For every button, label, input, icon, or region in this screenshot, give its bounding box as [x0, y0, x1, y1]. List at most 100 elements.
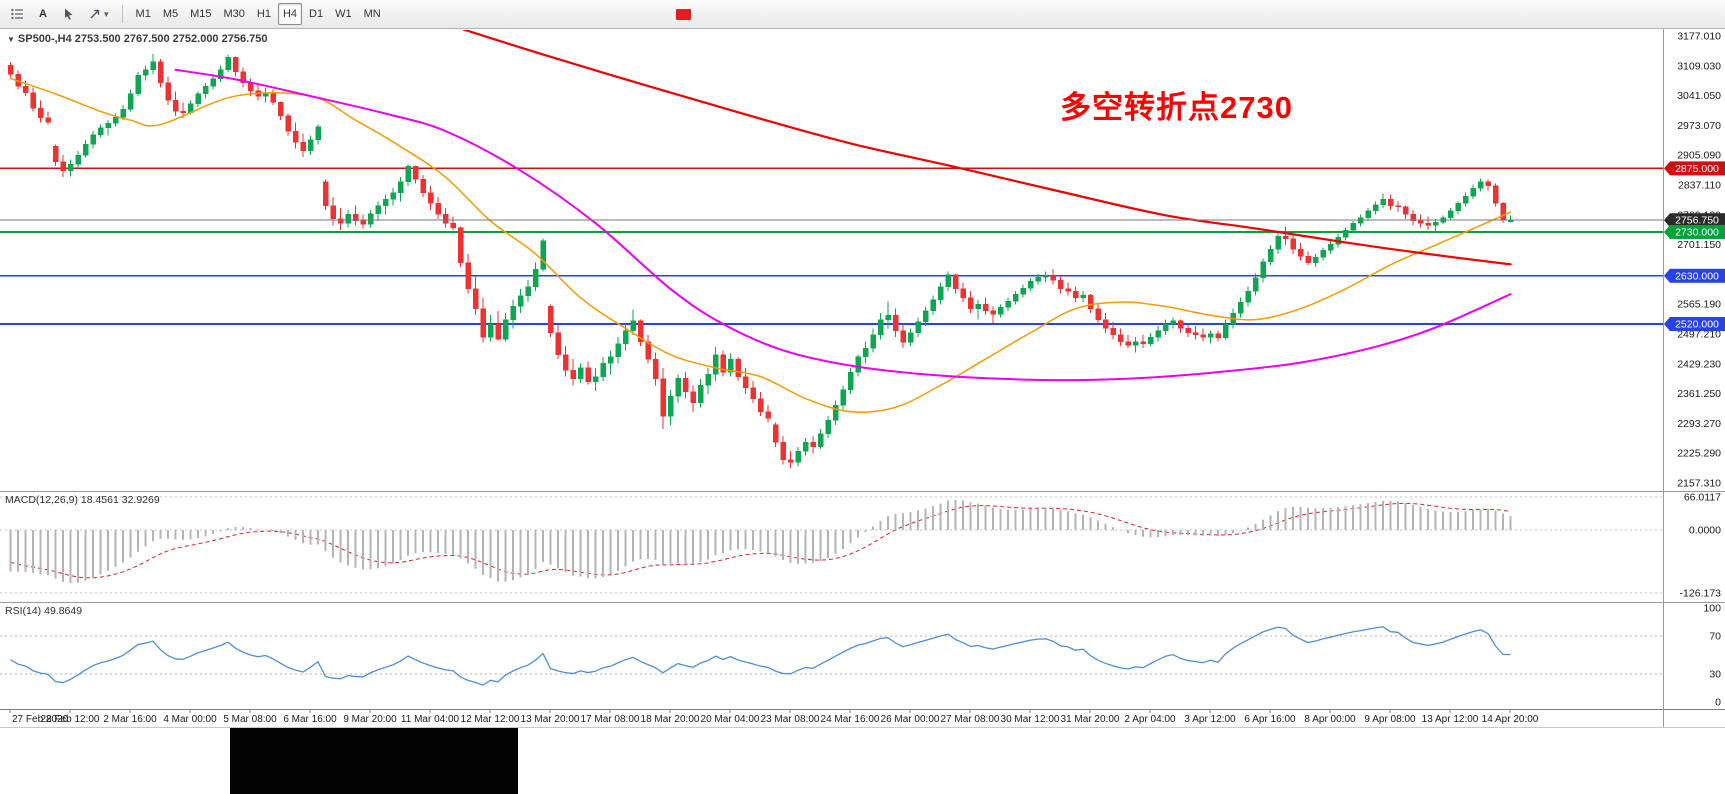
macd-axis[interactable]: 66.0117 0.0000 -126.173: [1680, 492, 1722, 600]
bottom-black-bar: [230, 728, 518, 794]
macd-axis-label: -126.173: [1680, 588, 1722, 600]
time-axis-label: 13 Mar 20:00: [521, 714, 580, 725]
price-badge-text: 2875.000: [1675, 163, 1719, 175]
price-axis-label: 2837.110: [1678, 180, 1721, 192]
price-badge: [1670, 213, 1725, 228]
rsi-panel: [0, 626, 1663, 686]
time-axis-label: 26 Mar 00:00: [881, 714, 940, 725]
price-axis-label: 2497.210: [1677, 329, 1721, 341]
time-axis-label: 9 Apr 08:00: [1364, 714, 1416, 725]
time-axis-label: 6 Apr 16:00: [1244, 714, 1296, 725]
macd-panel: [0, 496, 1663, 594]
time-axis-label: 17 Mar 08:00: [581, 714, 640, 725]
time-axis-label: 20 Mar 04:00: [701, 714, 760, 725]
macd-values: 18.4561 32.9269: [80, 494, 160, 506]
chevron-down-icon: ▾: [104, 8, 109, 19]
macd-axis-label: 0.0000: [1689, 524, 1721, 536]
rsi-axis[interactable]: 100 70 30 0: [1703, 603, 1721, 709]
price-axis-label: 2701.150: [1677, 239, 1721, 251]
toolbar: A ▾ M1 M5 M15 M30 H1 H4 D1 W1 MN: [0, 0, 1725, 29]
rsi-axis-label: 70: [1709, 631, 1721, 643]
time-axis-label: 2 Mar 16:00: [103, 714, 157, 725]
macd-axis-label: 66.0117: [1684, 492, 1721, 504]
timeframe-m1[interactable]: M1: [131, 3, 156, 25]
time-axis-label: 28 Feb 12:00: [41, 714, 100, 725]
price-axis-label: 3041.050: [1677, 90, 1721, 102]
toolbar-separator: [121, 5, 123, 23]
ma-fast-line: [9, 77, 1512, 413]
price-axis-label: 2905.090: [1677, 150, 1721, 162]
rsi-axis-label: 0: [1715, 697, 1721, 709]
price-axis-label: 3109.030: [1677, 60, 1721, 72]
text-tool-label: A: [39, 8, 47, 20]
time-axis-label: 12 Mar 12:00: [461, 714, 520, 725]
symbol-timeframe: SP500-,H4: [17, 33, 72, 45]
price-badge-text: 2520.000: [1675, 319, 1719, 331]
time-axis-label: 2 Apr 04:00: [1124, 714, 1176, 725]
price-badge: [1670, 224, 1725, 239]
horizontal-lines[interactable]: [0, 167, 1663, 325]
timeframe-m5[interactable]: M5: [158, 3, 183, 25]
price-axis-label: 2429.230: [1677, 358, 1721, 370]
annotation-text[interactable]: 多空转折点2730: [1060, 90, 1293, 125]
price-badge-text: 2630.000: [1675, 270, 1719, 282]
record-indicator-icon[interactable]: [676, 9, 691, 20]
price-axis-label: 2293.270: [1677, 418, 1721, 430]
timeframe-h1[interactable]: H1: [252, 3, 276, 25]
time-axis-label: 6 Mar 16:00: [283, 714, 337, 725]
rsi-value: 49.8649: [44, 605, 83, 617]
timeframe-h4[interactable]: H4: [277, 3, 303, 25]
timeframe-buttons: M1 M5 M15 M30 H1 H4 D1 W1 MN: [131, 3, 386, 25]
price-badge-text: 2756.750: [1675, 215, 1719, 227]
time-axis-label: 4 Mar 00:00: [163, 714, 217, 725]
price-badge-arrow: [1664, 213, 1670, 228]
time-axis-label: 11 Mar 04:00: [401, 714, 460, 725]
price-badge-arrow: [1664, 317, 1670, 332]
price-axis-label: 2565.190: [1677, 299, 1721, 311]
time-axis-label: 18 Mar 20:00: [641, 714, 700, 725]
rsi-axis-label: 30: [1709, 668, 1721, 680]
price-badge: [1670, 161, 1725, 176]
timeframe-w1[interactable]: W1: [330, 3, 357, 25]
time-axis-label: 3 Apr 12:00: [1184, 714, 1236, 725]
rsi-axis-label: 100: [1703, 603, 1721, 615]
rsi-name: RSI(14): [5, 605, 42, 617]
timeframe-m30[interactable]: M30: [219, 3, 250, 25]
ma-mid-line: [174, 68, 1512, 382]
time-axis-label: 24 Mar 16:00: [821, 714, 880, 725]
ohlc-values: 2753.500 2767.500 2752.000 2756.750: [74, 33, 268, 45]
cursor-tool-button[interactable]: [57, 3, 81, 25]
price-badge: [1670, 268, 1725, 283]
time-axis-label: 9 Mar 20:00: [343, 714, 397, 725]
arrow-tool-button[interactable]: ▾: [83, 3, 114, 25]
price-axis-label: 2361.250: [1677, 388, 1721, 400]
text-tool-button[interactable]: A: [31, 3, 55, 25]
panel-borders: [0, 29, 1725, 728]
price-badge-text: 2730.000: [1675, 226, 1719, 238]
time-axis-label: 23 Mar 08:00: [761, 714, 820, 725]
candlesticks[interactable]: [7, 53, 1514, 469]
time-axis-label: 8 Apr 00:00: [1304, 714, 1356, 725]
price-badge-arrow: [1664, 224, 1670, 239]
timeframe-mn[interactable]: MN: [359, 3, 386, 25]
chart-grid-icon[interactable]: [5, 3, 29, 25]
price-badge: [1670, 317, 1725, 332]
macd-histogram: [9, 499, 1512, 584]
timeframe-d1[interactable]: D1: [304, 3, 328, 25]
price-badge-arrow: [1664, 268, 1670, 283]
price-axis[interactable]: 3177.010 3109.030 3041.050 2973.070 2905.090…: [1677, 31, 1721, 490]
macd-signal-line: [10, 502, 1511, 579]
time-axis-label: 5 Mar 08:00: [223, 714, 277, 725]
time-axis-label: 27 Mar 08:00: [941, 714, 1000, 725]
timeframe-m15[interactable]: M15: [185, 3, 216, 25]
price-axis-label: 2157.310: [1677, 478, 1721, 490]
price-axis-label: 3177.010: [1677, 31, 1721, 43]
macd-name: MACD(12,26,9): [5, 494, 78, 506]
cursor-icon: [65, 8, 73, 20]
grid-icon: [11, 8, 23, 20]
collapse-icon[interactable]: ▼: [7, 35, 15, 44]
